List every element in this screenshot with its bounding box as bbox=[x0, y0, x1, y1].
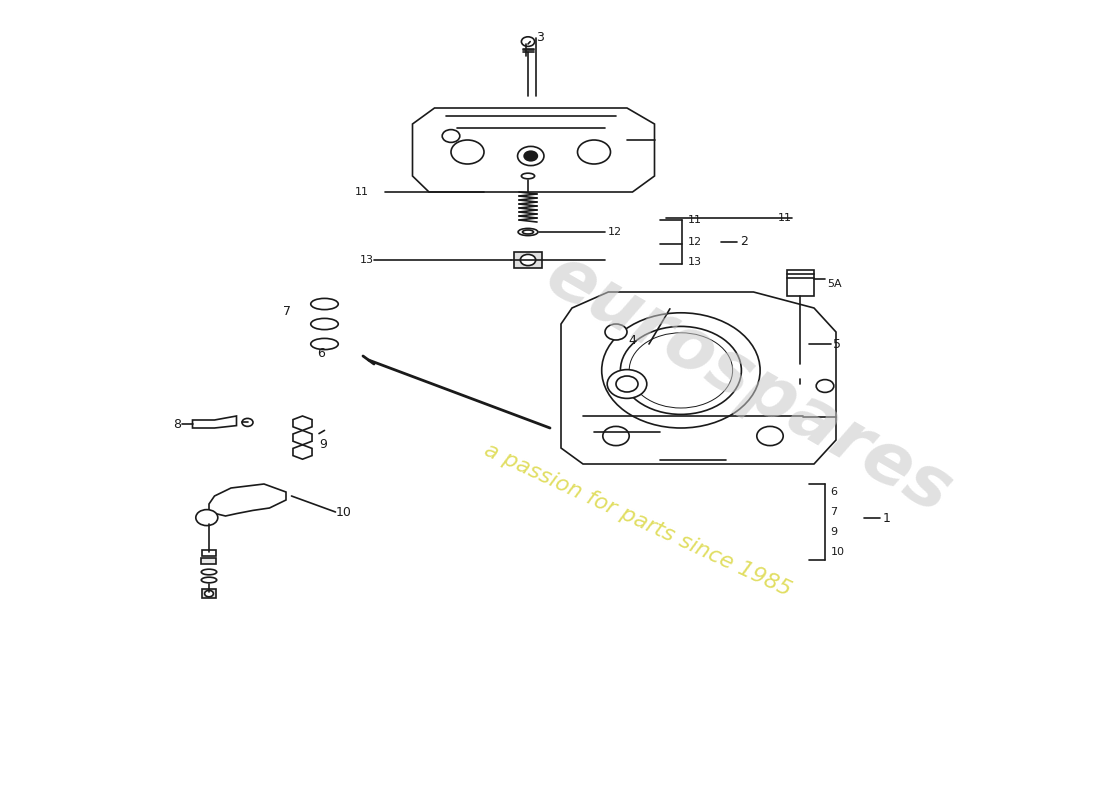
Circle shape bbox=[816, 380, 834, 393]
Text: 3: 3 bbox=[536, 31, 543, 44]
Text: 12: 12 bbox=[608, 227, 623, 237]
Text: 5A: 5A bbox=[827, 279, 842, 289]
Text: 7: 7 bbox=[284, 306, 292, 318]
Ellipse shape bbox=[201, 570, 217, 575]
Circle shape bbox=[520, 254, 536, 266]
Text: 5: 5 bbox=[833, 338, 840, 350]
Circle shape bbox=[442, 130, 460, 142]
Ellipse shape bbox=[793, 362, 806, 374]
Polygon shape bbox=[293, 445, 312, 459]
Text: 9: 9 bbox=[830, 527, 837, 537]
Bar bbox=[202, 550, 216, 556]
Circle shape bbox=[196, 510, 218, 526]
Bar bbox=[514, 252, 542, 268]
Circle shape bbox=[578, 140, 610, 164]
Ellipse shape bbox=[521, 174, 535, 178]
Polygon shape bbox=[412, 108, 654, 192]
Text: 11: 11 bbox=[688, 215, 702, 225]
Circle shape bbox=[629, 333, 733, 408]
Polygon shape bbox=[192, 416, 236, 428]
Ellipse shape bbox=[201, 577, 217, 582]
Text: 10: 10 bbox=[830, 547, 845, 557]
Circle shape bbox=[603, 426, 629, 446]
Text: 8: 8 bbox=[174, 418, 182, 430]
Text: 13: 13 bbox=[360, 255, 374, 265]
Text: 11: 11 bbox=[354, 187, 368, 197]
Circle shape bbox=[451, 140, 484, 164]
Ellipse shape bbox=[795, 384, 803, 390]
Polygon shape bbox=[209, 484, 286, 516]
Polygon shape bbox=[561, 292, 836, 464]
Polygon shape bbox=[293, 430, 312, 445]
Text: eurospares: eurospares bbox=[534, 240, 962, 528]
Circle shape bbox=[242, 418, 253, 426]
Circle shape bbox=[616, 376, 638, 392]
Text: 4: 4 bbox=[628, 334, 636, 346]
Text: 6: 6 bbox=[830, 487, 837, 497]
Circle shape bbox=[607, 370, 647, 398]
Text: 1: 1 bbox=[882, 512, 890, 525]
Text: 13: 13 bbox=[688, 258, 702, 267]
Text: 9: 9 bbox=[319, 438, 327, 450]
Bar bbox=[201, 558, 216, 564]
Circle shape bbox=[602, 313, 760, 428]
Circle shape bbox=[620, 326, 741, 414]
Ellipse shape bbox=[310, 318, 339, 330]
Text: 7: 7 bbox=[830, 507, 837, 517]
Circle shape bbox=[205, 590, 213, 597]
Bar bbox=[202, 589, 216, 598]
Circle shape bbox=[605, 324, 627, 340]
Ellipse shape bbox=[310, 338, 339, 350]
Ellipse shape bbox=[522, 230, 534, 234]
Text: a passion for parts since 1985: a passion for parts since 1985 bbox=[482, 440, 794, 600]
Circle shape bbox=[517, 146, 544, 166]
Circle shape bbox=[757, 426, 783, 446]
Ellipse shape bbox=[518, 229, 538, 235]
Circle shape bbox=[521, 37, 535, 46]
Polygon shape bbox=[293, 416, 312, 430]
Bar bbox=[786, 270, 814, 296]
Ellipse shape bbox=[310, 298, 339, 310]
Text: 12: 12 bbox=[688, 237, 702, 246]
Circle shape bbox=[524, 151, 538, 161]
Text: 2: 2 bbox=[740, 235, 748, 248]
Text: 11: 11 bbox=[778, 213, 792, 222]
Text: 6: 6 bbox=[317, 347, 324, 360]
Text: 10: 10 bbox=[336, 506, 351, 518]
